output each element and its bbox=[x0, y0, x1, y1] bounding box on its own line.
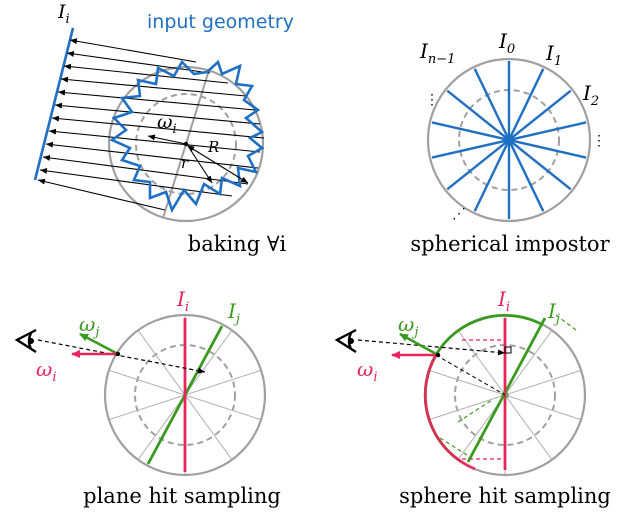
inner-sphere bbox=[135, 93, 237, 195]
projection-plane-line bbox=[33, 27, 75, 181]
impostor-planes bbox=[431, 61, 587, 219]
Ii-label: Ii bbox=[497, 287, 510, 315]
R-radius-arrow bbox=[187, 145, 249, 184]
panel-impostor: In−1 I0 I1 I2 ⋮ ⋮ ⋰ spherical impostor bbox=[410, 29, 610, 256]
plane-Ij bbox=[466, 317, 547, 463]
impostor-label-0: I0 bbox=[498, 29, 515, 57]
geometry-label: input geometry bbox=[147, 11, 294, 33]
impostor-dots-bottom: ⋰ bbox=[452, 206, 466, 222]
plane-label: Ii bbox=[57, 1, 70, 27]
center-point bbox=[501, 391, 509, 399]
view-ray bbox=[37, 339, 206, 374]
panel-baking: Ii input geometry ωi R r baking ∀i bbox=[33, 1, 294, 256]
impostor-label-1: I1 bbox=[545, 41, 562, 69]
caption-impostor: spherical impostor bbox=[410, 232, 610, 256]
input-geometry-outline bbox=[109, 59, 265, 214]
r-label: r bbox=[181, 154, 189, 172]
omega-label: ωi bbox=[157, 111, 177, 137]
hemisphere-arc-Ii bbox=[423, 354, 476, 471]
Ij-label: Ij bbox=[547, 299, 560, 327]
center-point bbox=[183, 141, 189, 147]
R-label: R bbox=[207, 138, 219, 156]
plane-hit-sphere bbox=[103, 313, 267, 477]
r-radius-arrow bbox=[187, 145, 213, 184]
impostor-plane-line bbox=[473, 68, 545, 212]
omega-j-arrow bbox=[79, 332, 119, 356]
panel-sphere-hit: Ii Ij ωj ωi sphere hit sampling bbox=[334, 287, 611, 508]
eye-icon bbox=[334, 328, 357, 354]
impostor-dots-right: ⋮ bbox=[592, 133, 606, 149]
view-ray bbox=[357, 339, 506, 356]
omega-j-label: ωj bbox=[398, 312, 418, 340]
caption-baking: baking ∀i bbox=[188, 232, 287, 256]
omega-direction-arrow bbox=[147, 134, 187, 145]
view-ray-inner bbox=[435, 354, 506, 396]
hit-point bbox=[435, 352, 441, 358]
impostor-sphere bbox=[426, 57, 592, 223]
Ij-label: Ij bbox=[227, 299, 240, 327]
right-angle-mark bbox=[504, 346, 512, 354]
eye-icon bbox=[14, 328, 37, 354]
omega-j-label: ωj bbox=[79, 312, 99, 340]
caption-sphere-hit: sphere hit sampling bbox=[399, 484, 611, 508]
impostor-dots-left: ⋮ bbox=[425, 92, 439, 108]
panel-plane-hit: Ii Ij ωj ωi plane hit sampling bbox=[14, 287, 281, 508]
omega-i-label: ωi bbox=[36, 357, 56, 385]
hit-point bbox=[115, 351, 121, 357]
ray-short bbox=[37, 178, 166, 211]
impostor-label-n-1: In−1 bbox=[419, 39, 455, 67]
omega-j-arrow bbox=[399, 332, 439, 357]
omega-i-label: ωi bbox=[357, 357, 377, 385]
caption-plane-hit: plane hit sampling bbox=[83, 484, 281, 508]
Ii-label: Ii bbox=[176, 287, 189, 315]
impostor-label-2: I2 bbox=[582, 81, 599, 109]
